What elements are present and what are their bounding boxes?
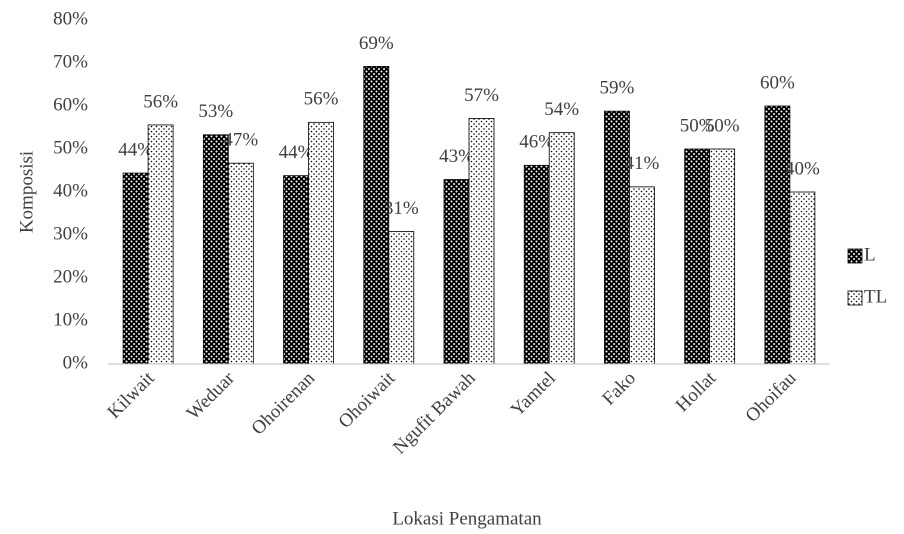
x-tick-label: Yamtel (507, 368, 560, 421)
y-tick-label: 30% (53, 223, 88, 244)
value-label: 31% (384, 198, 419, 219)
x-tick-label: Weduar (183, 367, 240, 424)
bar (147, 124, 174, 365)
x-tick-label: Fako (598, 368, 640, 410)
value-label: 47% (223, 130, 258, 151)
bar (523, 164, 550, 365)
value-label: 59% (600, 78, 635, 99)
value-label: 41% (625, 153, 660, 174)
y-tick-label: 10% (53, 309, 88, 330)
value-label: 54% (544, 99, 579, 120)
bar (764, 105, 791, 365)
value-label: 44% (118, 139, 153, 160)
bar (789, 191, 816, 365)
bar (684, 148, 711, 365)
y-axis-label: Komposisi (16, 151, 37, 233)
value-label: 69% (359, 33, 394, 54)
bar (468, 118, 495, 365)
y-tick-label: 80% (53, 8, 88, 29)
value-label: 57% (464, 85, 499, 106)
bar (388, 231, 415, 365)
bar (363, 66, 390, 365)
x-tick-label: Ngufit Bawah (389, 367, 480, 458)
value-label: 50% (705, 115, 740, 136)
y-tick-label: 50% (53, 137, 88, 158)
value-label: 56% (143, 91, 178, 112)
bar (227, 162, 254, 365)
value-label: 50% (680, 115, 715, 136)
x-tick-label: Hollat (672, 367, 721, 416)
y-tick-label: 20% (53, 266, 88, 287)
value-label: 40% (785, 158, 820, 179)
bar (443, 179, 470, 365)
bar (308, 121, 334, 365)
x-axis-label: Lokasi Pengamatan (392, 508, 542, 529)
bar (709, 148, 736, 365)
bar (122, 172, 149, 365)
y-tick-label: 40% (53, 180, 88, 201)
x-tick-label: Ohoifau (742, 367, 801, 426)
bar (604, 110, 630, 365)
bar (202, 134, 229, 365)
value-label: 53% (198, 101, 233, 122)
value-label: 60% (760, 72, 795, 93)
y-tick-label: 60% (53, 94, 88, 115)
legend-swatch (847, 248, 863, 264)
value-label: 56% (304, 89, 339, 110)
legend-label: TL (864, 286, 887, 307)
value-label: 43% (439, 146, 474, 167)
value-label: 44% (279, 142, 314, 163)
bar (283, 175, 309, 365)
x-tick-label: Kilwait (104, 367, 160, 423)
legend-label: L (864, 244, 876, 265)
y-tick-label: 70% (53, 51, 88, 72)
bar (548, 132, 575, 365)
x-tick-label: Ohoiwait (335, 367, 400, 432)
x-tick-label: Ohoirenan (248, 367, 320, 439)
y-tick-label: 0% (63, 352, 89, 373)
bar (629, 186, 655, 365)
value-label: 46% (519, 132, 554, 153)
legend-swatch (847, 290, 863, 306)
